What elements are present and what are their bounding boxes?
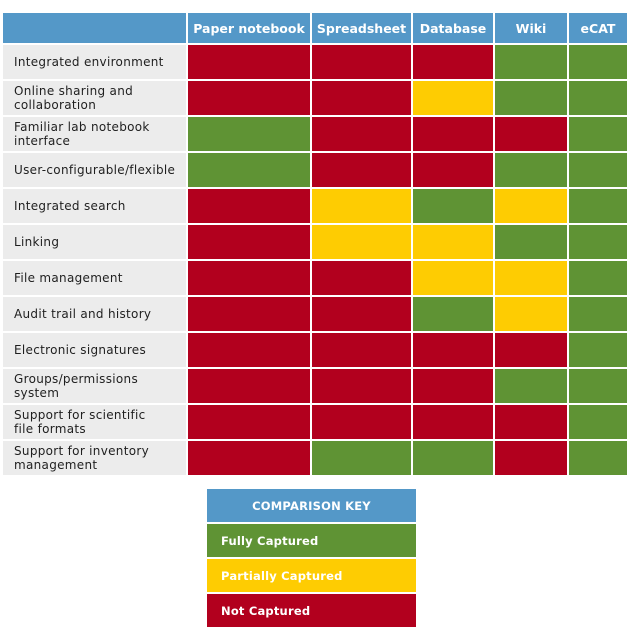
rating-cell-spreadsheet (312, 261, 411, 295)
rating-cell-database (413, 369, 493, 403)
rating-cell-wiki (495, 81, 567, 115)
rating-cell-ecat (569, 153, 627, 187)
rating-cell-database (413, 441, 493, 475)
comparison-grid: Paper notebook Spreadsheet Database Wiki… (3, 13, 627, 475)
key-fully-captured: Fully Captured (207, 524, 416, 557)
row-label: Audit trail and history (3, 297, 186, 331)
row-label: Familiar lab notebook interface (3, 117, 186, 151)
rating-cell-ecat (569, 117, 627, 151)
rating-cell-database (413, 117, 493, 151)
rating-cell-database (413, 405, 493, 439)
rating-cell-paper-notebook (188, 45, 310, 79)
rating-cell-database (413, 225, 493, 259)
rating-cell-spreadsheet (312, 405, 411, 439)
rating-cell-wiki (495, 45, 567, 79)
row-label: Support for scientific file formats (3, 405, 186, 439)
rating-cell-paper-notebook (188, 117, 310, 151)
rating-cell-ecat (569, 297, 627, 331)
rating-cell-spreadsheet (312, 369, 411, 403)
column-header-ecat: eCAT (569, 13, 627, 43)
rating-cell-spreadsheet (312, 297, 411, 331)
row-label: Support for inventory management (3, 441, 186, 475)
rating-cell-wiki (495, 297, 567, 331)
rating-cell-spreadsheet (312, 225, 411, 259)
column-header-wiki: Wiki (495, 13, 567, 43)
rating-cell-paper-notebook (188, 261, 310, 295)
rating-cell-paper-notebook (188, 369, 310, 403)
row-label: Electronic signatures (3, 333, 186, 367)
row-label: Integrated environment (3, 45, 186, 79)
rating-cell-ecat (569, 81, 627, 115)
rating-cell-wiki (495, 441, 567, 475)
rating-cell-ecat (569, 333, 627, 367)
comparison-key-title: COMPARISON KEY (207, 489, 416, 522)
rating-cell-wiki (495, 189, 567, 223)
rating-cell-ecat (569, 189, 627, 223)
row-label: Online sharing and collaboration (3, 81, 186, 115)
rating-cell-wiki (495, 369, 567, 403)
rating-cell-paper-notebook (188, 225, 310, 259)
row-label: Integrated search (3, 189, 186, 223)
rating-cell-database (413, 297, 493, 331)
rating-cell-database (413, 333, 493, 367)
rating-cell-spreadsheet (312, 153, 411, 187)
rating-cell-paper-notebook (188, 81, 310, 115)
rating-cell-paper-notebook (188, 297, 310, 331)
rating-cell-ecat (569, 261, 627, 295)
rating-cell-spreadsheet (312, 441, 411, 475)
rating-cell-wiki (495, 225, 567, 259)
column-header-database: Database (413, 13, 493, 43)
column-header-paper-notebook: Paper notebook (188, 13, 310, 43)
row-label: Linking (3, 225, 186, 259)
rating-cell-ecat (569, 441, 627, 475)
row-label: User-configurable/flexible (3, 153, 186, 187)
key-partially-captured: Partially Captured (207, 559, 416, 592)
rating-cell-database (413, 189, 493, 223)
grid-corner-cell (3, 13, 186, 43)
rating-cell-ecat (569, 405, 627, 439)
rating-cell-paper-notebook (188, 153, 310, 187)
rating-cell-wiki (495, 117, 567, 151)
rating-cell-paper-notebook (188, 333, 310, 367)
rating-cell-spreadsheet (312, 117, 411, 151)
rating-cell-spreadsheet (312, 81, 411, 115)
rating-cell-wiki (495, 261, 567, 295)
rating-cell-database (413, 261, 493, 295)
key-not-captured: Not Captured (207, 594, 416, 627)
rating-cell-ecat (569, 369, 627, 403)
rating-cell-database (413, 45, 493, 79)
rating-cell-spreadsheet (312, 189, 411, 223)
rating-cell-spreadsheet (312, 45, 411, 79)
row-label: File management (3, 261, 186, 295)
row-label: Groups/permissions system (3, 369, 186, 403)
rating-cell-ecat (569, 45, 627, 79)
rating-cell-paper-notebook (188, 441, 310, 475)
rating-cell-paper-notebook (188, 405, 310, 439)
rating-cell-wiki (495, 405, 567, 439)
rating-cell-paper-notebook (188, 189, 310, 223)
comparison-key: COMPARISON KEY Fully Captured Partially … (207, 489, 416, 627)
rating-cell-ecat (569, 225, 627, 259)
rating-cell-wiki (495, 153, 567, 187)
column-header-spreadsheet: Spreadsheet (312, 13, 411, 43)
rating-cell-database (413, 153, 493, 187)
rating-cell-spreadsheet (312, 333, 411, 367)
rating-cell-wiki (495, 333, 567, 367)
rating-cell-database (413, 81, 493, 115)
